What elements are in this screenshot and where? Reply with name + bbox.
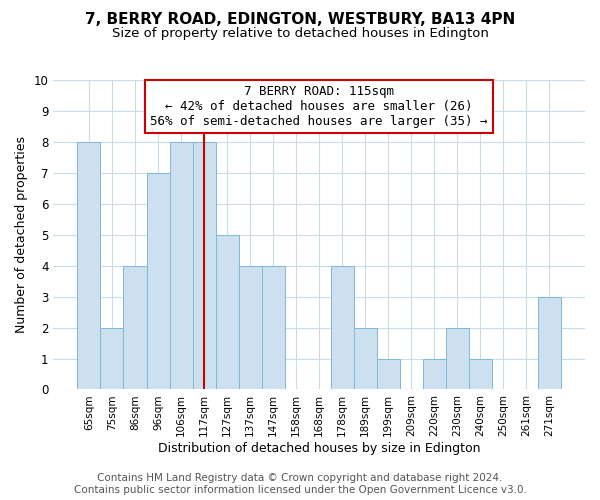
Bar — [215, 234, 239, 390]
Bar — [77, 142, 100, 390]
Text: 7 BERRY ROAD: 115sqm
← 42% of detached houses are smaller (26)
56% of semi-detac: 7 BERRY ROAD: 115sqm ← 42% of detached h… — [151, 84, 488, 128]
Bar — [193, 142, 215, 390]
Y-axis label: Number of detached properties: Number of detached properties — [15, 136, 28, 333]
Bar — [538, 296, 561, 390]
X-axis label: Distribution of detached houses by size in Edington: Distribution of detached houses by size … — [158, 442, 481, 455]
Bar — [469, 358, 492, 390]
Bar — [170, 142, 193, 390]
Bar — [446, 328, 469, 390]
Bar — [124, 266, 146, 390]
Bar — [423, 358, 446, 390]
Bar — [331, 266, 353, 390]
Text: 7, BERRY ROAD, EDINGTON, WESTBURY, BA13 4PN: 7, BERRY ROAD, EDINGTON, WESTBURY, BA13 … — [85, 12, 515, 28]
Bar — [239, 266, 262, 390]
Bar — [100, 328, 124, 390]
Bar — [353, 328, 377, 390]
Bar — [146, 173, 170, 390]
Bar — [377, 358, 400, 390]
Text: Size of property relative to detached houses in Edington: Size of property relative to detached ho… — [112, 28, 488, 40]
Text: Contains HM Land Registry data © Crown copyright and database right 2024.
Contai: Contains HM Land Registry data © Crown c… — [74, 474, 526, 495]
Bar — [262, 266, 284, 390]
